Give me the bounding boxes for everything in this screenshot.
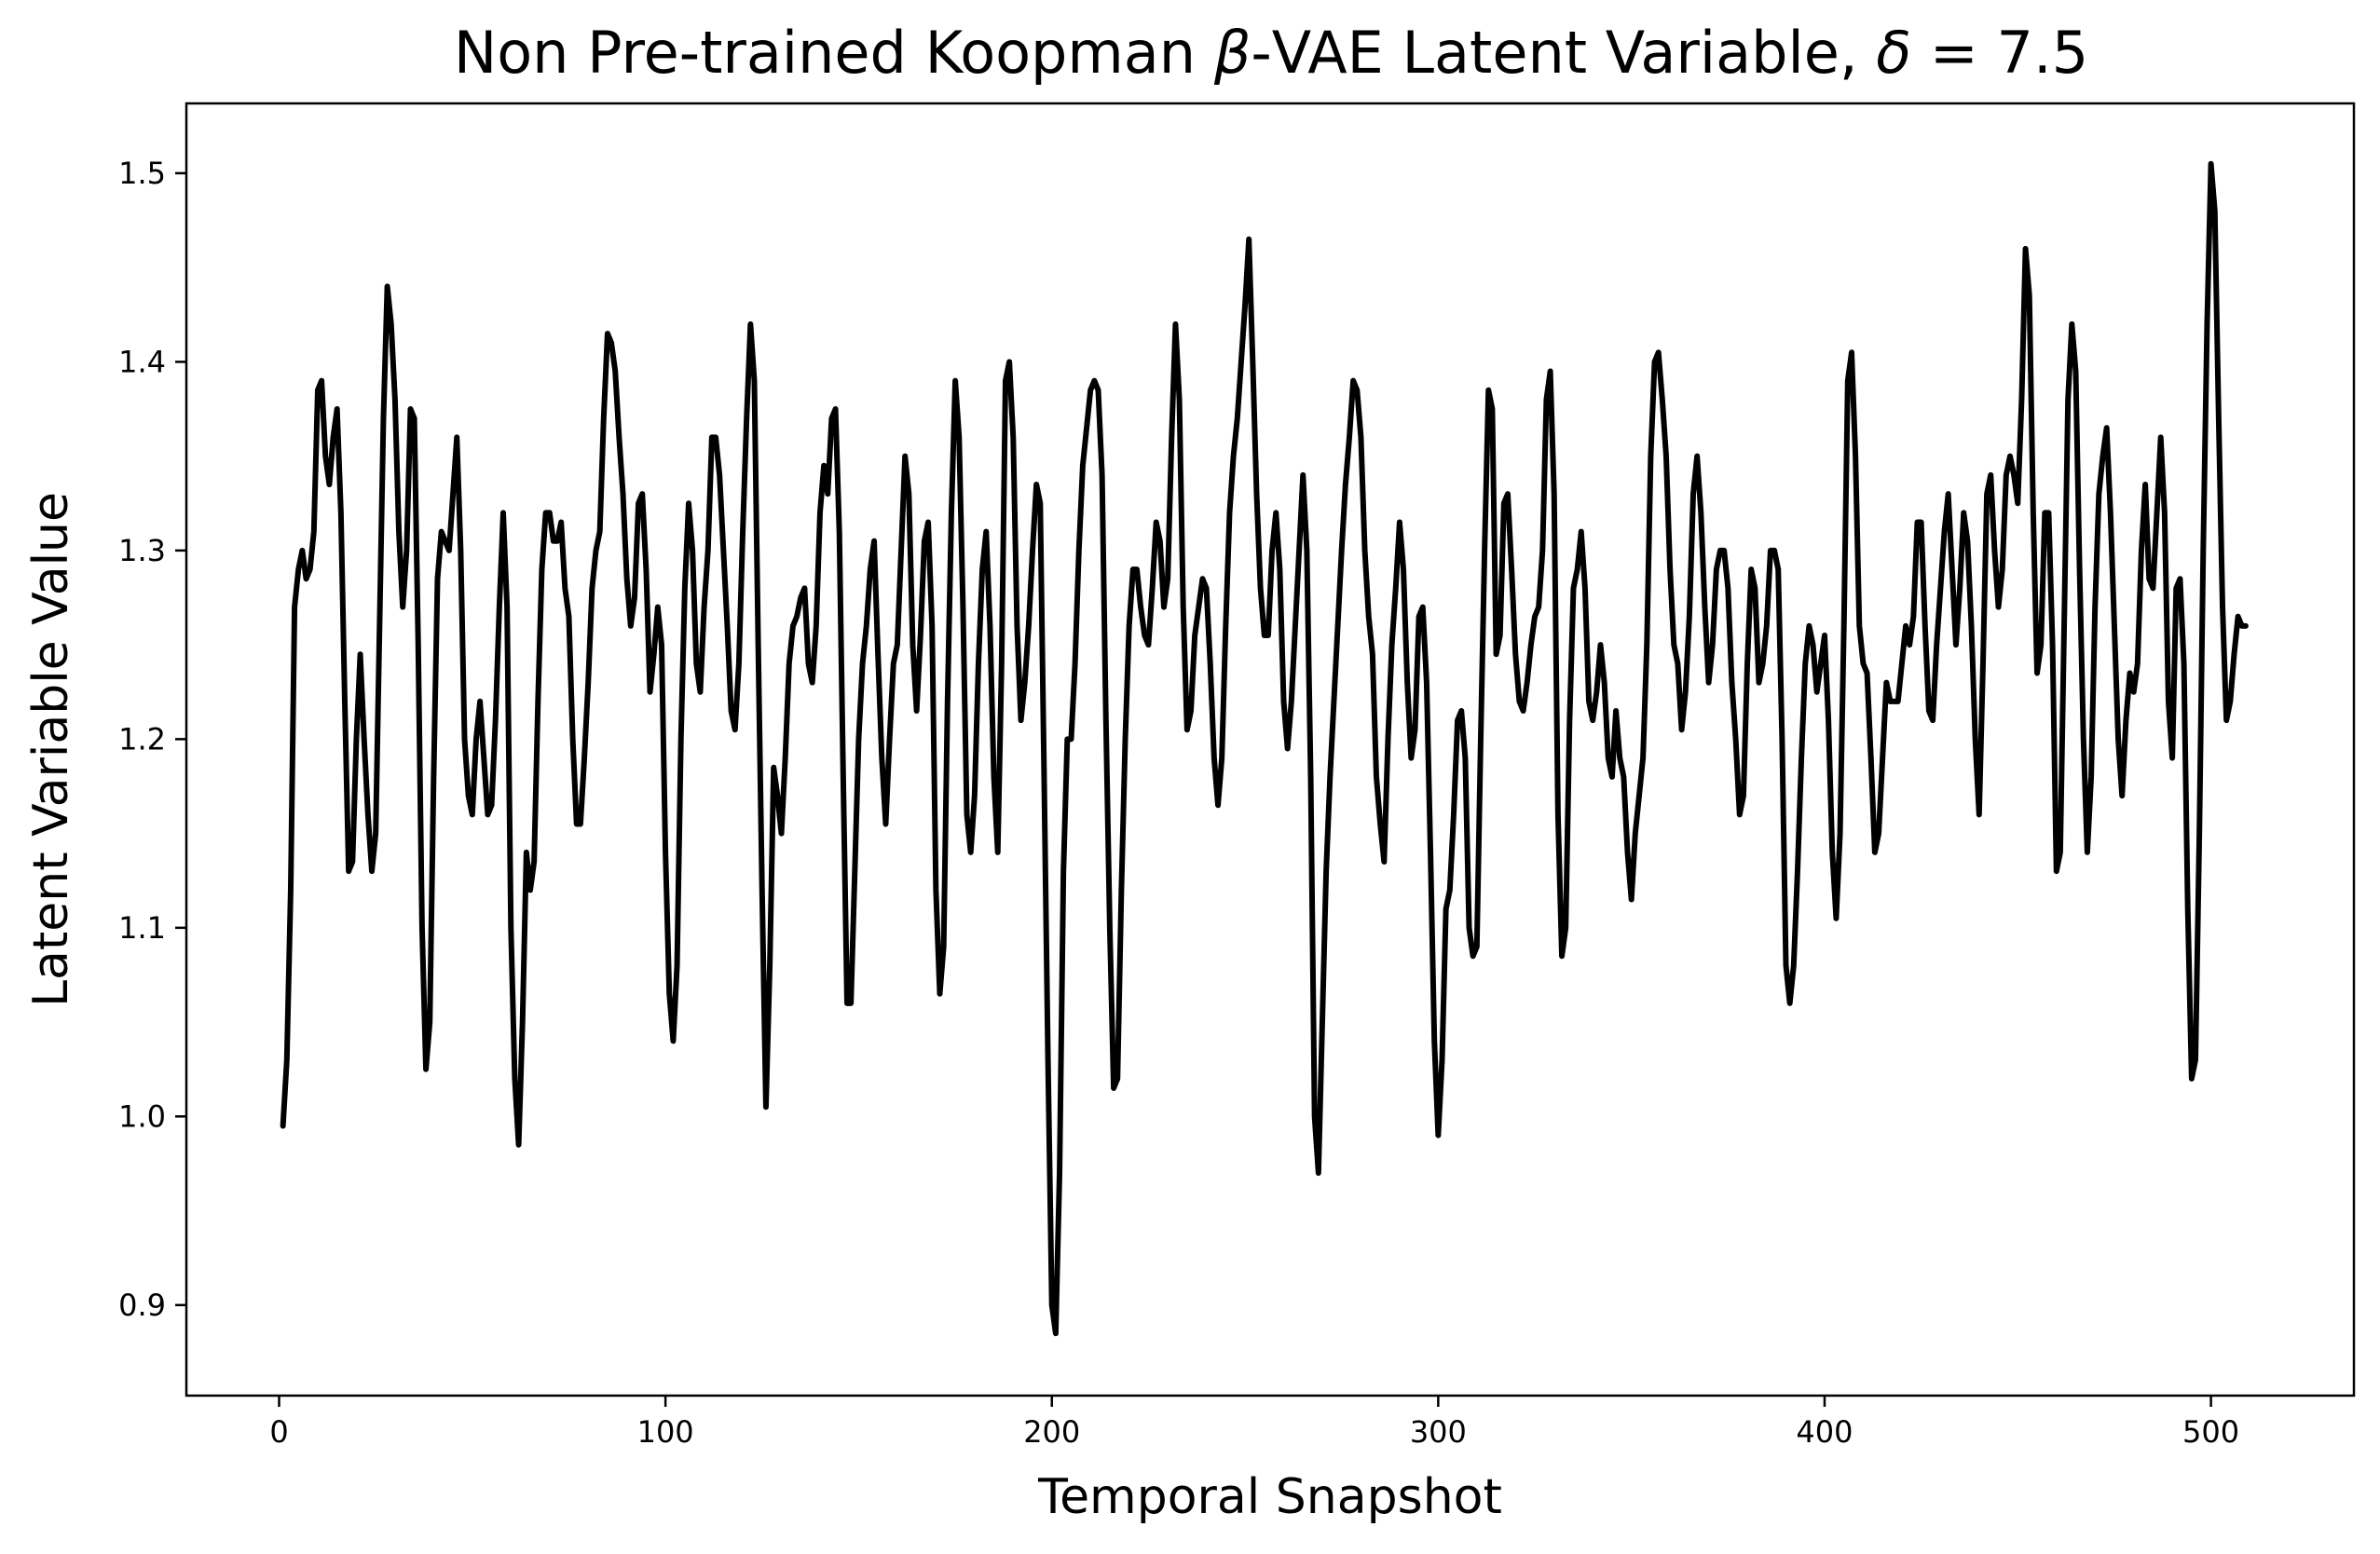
y-tick-label: 1.2	[118, 721, 166, 757]
x-tick-label: 500	[2182, 1414, 2239, 1450]
x-tick-label: 300	[1410, 1414, 1467, 1450]
y-tick-label: 1.3	[118, 533, 166, 568]
x-tick-label: 100	[637, 1414, 694, 1450]
chart-title: Non Pre-trained Koopman β-VAE Latent Var…	[454, 19, 2088, 87]
y-tick-label: 1.4	[118, 344, 166, 379]
data-series-line	[280, 160, 2249, 1337]
plot-area	[280, 160, 2249, 1337]
y-tick-label: 1.0	[118, 1098, 166, 1134]
title-delta-symbol: δ	[1876, 19, 1911, 87]
x-tick-label: 0	[269, 1414, 288, 1450]
title-beta-symbol: β	[1213, 19, 1252, 87]
y-tick-label: 1.5	[118, 156, 166, 191]
y-tick-label: 0.9	[118, 1288, 166, 1323]
title-suffix: = 7.5	[1911, 19, 2088, 87]
title-prefix: Non Pre-trained Koopman	[454, 19, 1214, 87]
y-axis-title: Latent Variable Value	[23, 492, 79, 1007]
x-axis-title: Temporal Snapshot	[1037, 1469, 1502, 1525]
x-tick-label: 400	[1796, 1414, 1853, 1450]
x-axis-ticks: 0 100 200 300 400 500	[269, 1396, 2239, 1450]
x-tick-label: 200	[1023, 1414, 1080, 1450]
y-tick-label: 1.1	[118, 910, 166, 946]
title-middle: -VAE Latent Variable,	[1251, 19, 1876, 87]
y-axis-ticks: 0.9 1.0 1.1 1.2 1.3 1.4 1.5	[118, 156, 186, 1323]
axes-frame	[185, 102, 2356, 1397]
